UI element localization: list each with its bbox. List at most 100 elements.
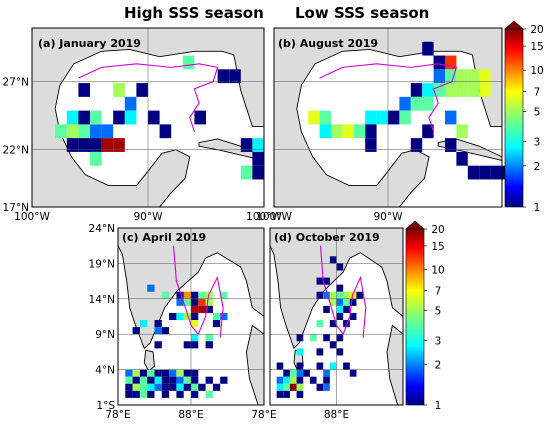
heatmap-cell bbox=[289, 369, 297, 377]
heatmap-cell bbox=[283, 390, 290, 398]
heatmap-cell bbox=[331, 124, 343, 139]
heatmap-cell bbox=[191, 291, 199, 299]
colorbar-bottom-arrow bbox=[405, 220, 425, 230]
heatmap-cell bbox=[154, 327, 162, 335]
heatmap-cell bbox=[336, 263, 344, 271]
heatmap-cell bbox=[422, 124, 434, 139]
heatmap-cell bbox=[479, 69, 491, 84]
colorbar-tick-label: 2 bbox=[534, 161, 541, 173]
x-tick-label: 90°W bbox=[134, 211, 164, 223]
heatmap-cell bbox=[147, 390, 155, 398]
heatmap-cell bbox=[422, 83, 434, 97]
y-tick-label: 9°N bbox=[95, 329, 115, 341]
heatmap-cell bbox=[132, 376, 140, 384]
heatmap-cell bbox=[276, 362, 284, 370]
heatmap-cell bbox=[329, 320, 337, 328]
heatmap-cell bbox=[456, 151, 468, 166]
heatmap-cell bbox=[66, 110, 79, 125]
x-tick-label: 100°W bbox=[14, 211, 50, 223]
heatmap-cell bbox=[336, 298, 344, 306]
heatmap-cell bbox=[176, 369, 184, 377]
heatmap-cell bbox=[252, 165, 264, 180]
heatmap-cell bbox=[422, 96, 434, 111]
heatmap-cell bbox=[467, 165, 480, 180]
heatmap-cell bbox=[148, 110, 160, 125]
heatmap-cell bbox=[124, 96, 137, 111]
heatmap-cell bbox=[323, 305, 330, 313]
heatmap-cell bbox=[410, 138, 423, 152]
heatmap-cell bbox=[154, 383, 162, 391]
panel-frame bbox=[117, 227, 265, 406]
heatmap-cell bbox=[343, 298, 350, 306]
heatmap-cell bbox=[132, 383, 140, 391]
panel-label: (d) October 2019 bbox=[274, 231, 380, 244]
heatmap-cell bbox=[161, 327, 170, 335]
heatmap-cell bbox=[161, 376, 170, 384]
heatmap-cell bbox=[422, 41, 434, 56]
heatmap-cell bbox=[191, 341, 199, 349]
colorbar-tick-label: 1 bbox=[534, 202, 541, 214]
heatmap-cell bbox=[176, 376, 184, 384]
heatmap-cell bbox=[132, 327, 140, 335]
heatmap-cell bbox=[212, 383, 221, 391]
y-tick-label: 24°N bbox=[89, 223, 115, 235]
heatmap-cell bbox=[198, 383, 206, 391]
heatmap-cell bbox=[147, 369, 155, 377]
heatmap-cell bbox=[125, 369, 133, 377]
heatmap-cell bbox=[336, 305, 344, 313]
colorbar-tick-label: 5 bbox=[435, 305, 442, 317]
colorbar-tick-label: 5 bbox=[534, 106, 541, 118]
heatmap-cell bbox=[139, 376, 148, 384]
heatmap-cell bbox=[283, 376, 290, 384]
title-high-sss: High SSS season bbox=[124, 4, 264, 22]
heatmap-cell bbox=[90, 138, 102, 152]
heatmap-cell bbox=[183, 376, 191, 384]
heatmap-cell bbox=[139, 390, 148, 398]
heatmap-cell bbox=[336, 312, 344, 321]
heatmap-cell bbox=[479, 165, 491, 180]
heatmap-cell bbox=[336, 291, 344, 299]
heatmap-cell bbox=[205, 376, 213, 384]
land-mass bbox=[118, 228, 264, 348]
x-tick-label: 100°W bbox=[246, 211, 282, 223]
x-tick-label: 90°W bbox=[374, 211, 404, 223]
heatmap-cell bbox=[205, 298, 213, 306]
heatmap-cell bbox=[176, 390, 184, 398]
heatmap-cell bbox=[289, 376, 297, 384]
y-tick-label: 27°N bbox=[3, 77, 29, 89]
heatmap-cell bbox=[467, 69, 480, 84]
heatmap-cell bbox=[169, 376, 177, 384]
heatmap-cell bbox=[276, 383, 284, 391]
land-mass bbox=[270, 228, 403, 348]
heatmap-cell bbox=[323, 334, 330, 342]
heatmap-cell bbox=[229, 69, 241, 84]
heatmap-cell bbox=[323, 277, 330, 285]
heatmap-cell bbox=[323, 369, 330, 377]
heatmap-cell bbox=[303, 369, 310, 377]
heatmap-cell bbox=[289, 383, 297, 391]
y-tick-label: 1°S bbox=[96, 400, 115, 412]
heatmap-cell bbox=[240, 165, 253, 180]
colorbar-bottom: 1 2 3 5 7 10 15 20 bbox=[405, 220, 445, 412]
heatmap-cell bbox=[169, 312, 177, 321]
heatmap-cell bbox=[388, 110, 400, 125]
heatmap-cell bbox=[125, 376, 133, 384]
heatmap-cell bbox=[316, 383, 324, 391]
heatmap-cell bbox=[399, 96, 411, 111]
salinity-contour bbox=[173, 246, 223, 338]
heatmap-cell bbox=[191, 369, 199, 377]
heatmap-cell bbox=[316, 320, 324, 328]
panel-label: (a) January 2019 bbox=[38, 37, 141, 50]
heatmap-cell bbox=[66, 124, 79, 139]
heatmap-cell bbox=[433, 55, 445, 70]
heatmap-cell bbox=[342, 124, 354, 139]
heatmap-cell bbox=[323, 383, 330, 391]
heatmap-cell bbox=[55, 124, 67, 139]
heatmap-cell bbox=[343, 305, 350, 313]
heatmap-cell bbox=[205, 390, 213, 398]
heatmap-cell bbox=[309, 334, 317, 342]
heatmap-cell bbox=[316, 362, 324, 370]
panel-january: (a) January 2019 100°W 90°W 100°W 27°N 22°N 17… bbox=[3, 28, 283, 223]
y-tick-label: 19°N bbox=[89, 258, 115, 270]
